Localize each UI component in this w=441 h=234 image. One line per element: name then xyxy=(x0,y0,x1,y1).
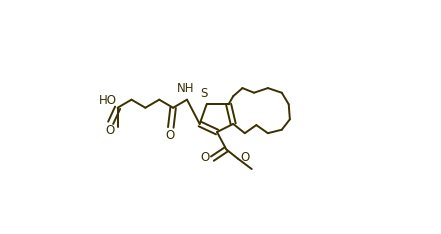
Text: HO: HO xyxy=(98,94,116,107)
Text: NH: NH xyxy=(177,82,194,95)
Text: O: O xyxy=(165,128,174,142)
Text: O: O xyxy=(201,151,210,164)
Text: O: O xyxy=(105,124,114,137)
Text: S: S xyxy=(201,87,208,100)
Text: O: O xyxy=(240,151,250,164)
